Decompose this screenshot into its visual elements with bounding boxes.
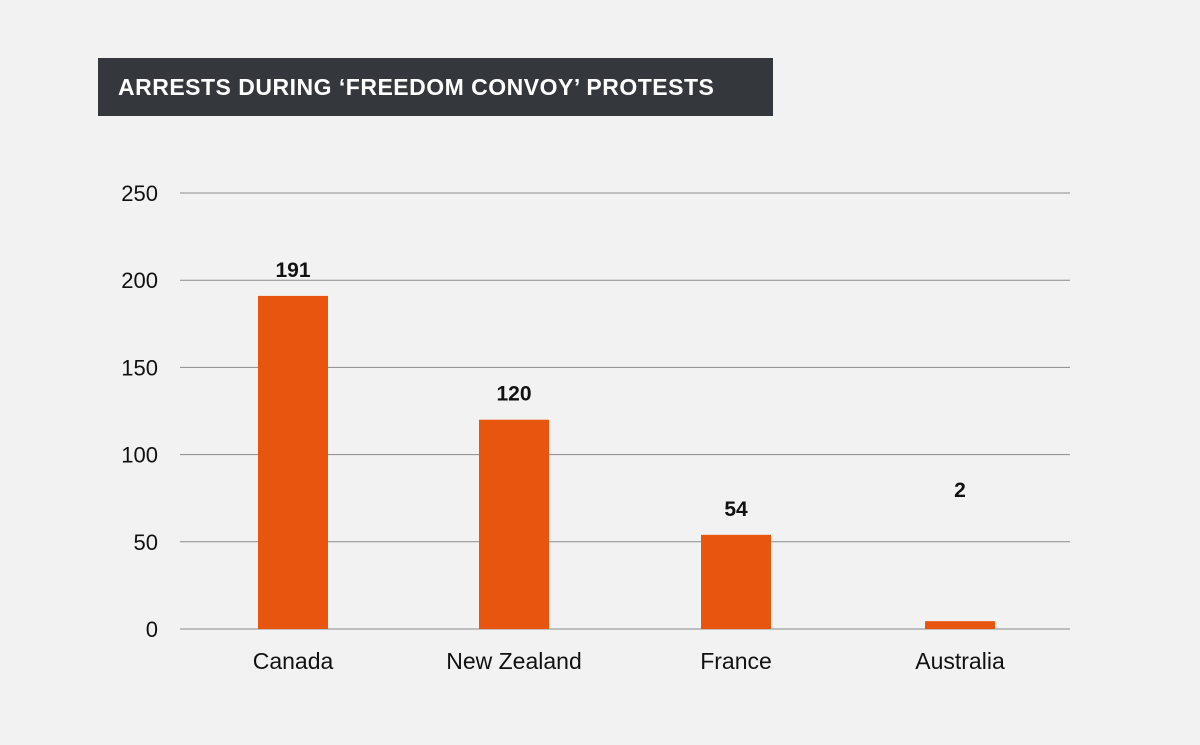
y-tick-label: 250	[121, 181, 158, 206]
data-label: 120	[496, 383, 531, 406]
x-tick-label: Australia	[915, 648, 1005, 674]
y-tick-label: 200	[121, 268, 158, 293]
bar-canada	[258, 295, 328, 629]
bar-france	[701, 534, 771, 629]
y-tick-label: 0	[146, 617, 158, 642]
y-tick-label: 150	[121, 355, 158, 380]
x-tick-label: France	[700, 648, 772, 674]
x-tick-label: New Zealand	[446, 648, 582, 674]
x-tick-label: Canada	[253, 648, 334, 674]
data-label: 191	[275, 259, 310, 282]
bar-australia	[925, 621, 995, 629]
bar-new-zealand	[479, 419, 549, 629]
y-tick-label: 100	[121, 443, 158, 468]
chart-title-box: ARRESTS DURING ‘FREEDOM CONVOY’ PROTESTS	[98, 58, 773, 116]
y-tick-label: 50	[134, 530, 158, 555]
data-label: 54	[724, 498, 748, 521]
data-label: 2	[954, 479, 966, 502]
chart-title: ARRESTS DURING ‘FREEDOM CONVOY’ PROTESTS	[118, 73, 715, 100]
